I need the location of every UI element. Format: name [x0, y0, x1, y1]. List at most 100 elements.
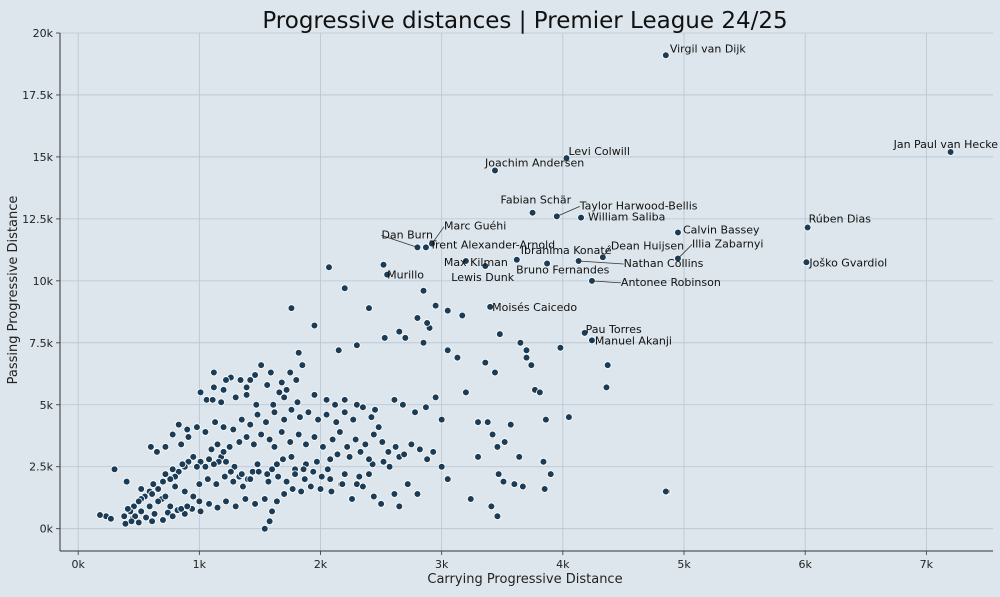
labeled-data-point — [486, 303, 494, 311]
data-point — [391, 443, 400, 451]
data-point — [181, 487, 189, 496]
data-point — [345, 453, 354, 461]
data-point — [359, 482, 367, 491]
data-point — [298, 361, 307, 369]
data-point — [474, 418, 482, 426]
labeled-data-point — [413, 243, 422, 252]
data-point — [260, 524, 269, 533]
grid-lines — [60, 32, 993, 551]
data-point — [134, 497, 143, 506]
labeled-data-point — [802, 258, 811, 267]
y-tick-label: 17.5k — [22, 89, 53, 102]
data-point — [385, 462, 394, 471]
data-point — [137, 507, 145, 516]
data-point — [210, 460, 218, 469]
data-point — [212, 480, 221, 488]
label-leader-line — [591, 280, 621, 284]
data-point — [277, 428, 286, 436]
data-point — [431, 393, 440, 402]
data-point — [294, 348, 303, 357]
data-point — [166, 475, 175, 483]
data-point — [422, 403, 430, 412]
point-label: Dan Burn — [381, 228, 433, 241]
data-point — [474, 453, 482, 461]
data-point — [323, 465, 332, 474]
data-point — [231, 393, 240, 402]
data-point — [252, 400, 261, 409]
data-point — [241, 495, 250, 503]
data-point — [522, 346, 531, 355]
labeled-data-point — [588, 336, 596, 345]
data-point — [265, 517, 274, 526]
data-point — [257, 430, 265, 439]
y-tick-label: 2.5k — [29, 461, 53, 474]
data-point — [419, 339, 428, 347]
data-point — [400, 450, 408, 459]
data-point — [333, 450, 342, 459]
x-tick-label: 2k — [314, 558, 328, 571]
point-label: Taylor Harwood-Bellis — [579, 199, 698, 212]
data-point — [253, 410, 262, 419]
data-point — [171, 482, 179, 491]
data-point — [380, 334, 389, 342]
y-tick-label: 20k — [33, 27, 54, 40]
chart-title: Progressive distances | Premier League 2… — [262, 8, 787, 34]
data-point — [443, 346, 452, 355]
point-label: Dean Huijsen — [611, 239, 684, 252]
data-point — [253, 460, 262, 469]
y-axis-label: Passing Progressive Distance — [6, 196, 21, 385]
data-point — [365, 455, 373, 464]
data-point — [542, 415, 550, 424]
labeled-data-point — [662, 51, 670, 60]
labeled-data-point — [481, 262, 490, 270]
point-label: Joško Gvardiol — [808, 256, 887, 269]
data-point — [275, 388, 284, 397]
point-label: Virgil van Dijk — [670, 42, 747, 55]
data-point — [286, 368, 295, 377]
data-point — [166, 502, 175, 511]
x-tick-label: 0k — [71, 558, 85, 571]
y-tick-label: 12.5k — [22, 213, 53, 226]
data-point — [326, 475, 335, 483]
data-point — [168, 465, 177, 474]
data-point — [565, 413, 573, 421]
data-point — [556, 343, 565, 352]
data-point — [316, 485, 325, 493]
data-point — [280, 415, 288, 424]
data-point — [302, 440, 310, 449]
labeled-data-point — [552, 212, 561, 221]
data-point — [149, 480, 158, 488]
data-point — [178, 460, 187, 469]
data-point — [195, 480, 204, 488]
labeled-data-point — [462, 257, 470, 265]
data-point — [282, 386, 291, 394]
data-point — [365, 304, 373, 312]
data-point — [124, 505, 132, 513]
data-point — [310, 391, 319, 399]
data-point — [332, 418, 341, 426]
data-point — [207, 445, 216, 454]
data-point — [268, 507, 276, 516]
data-point — [351, 435, 360, 444]
data-point — [399, 400, 407, 409]
data-point — [267, 368, 275, 377]
data-point — [154, 485, 162, 493]
label-leader-line — [431, 226, 445, 244]
point-label: Lewis Dunk — [451, 271, 514, 284]
y-tick-label: 0k — [40, 523, 54, 536]
data-point — [340, 408, 349, 417]
data-point — [319, 443, 327, 451]
data-point — [506, 420, 515, 429]
data-point — [161, 492, 170, 501]
data-point — [304, 408, 313, 417]
point-label: Trent Alexander-Arnold — [429, 238, 555, 251]
data-point — [411, 408, 419, 417]
data-point — [280, 393, 288, 402]
data-point — [168, 430, 177, 439]
data-point — [401, 334, 410, 342]
data-point — [370, 430, 378, 439]
data-point — [377, 500, 385, 508]
data-point — [662, 487, 670, 496]
labeled-data-point — [383, 270, 391, 279]
